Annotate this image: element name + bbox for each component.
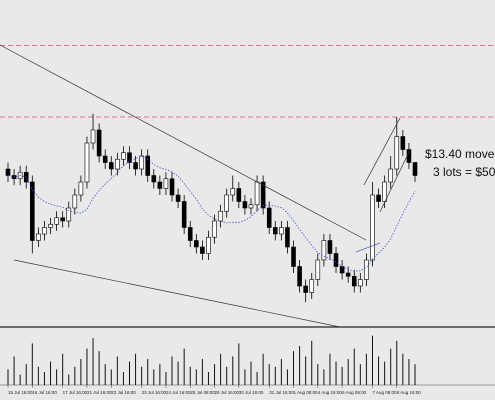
candle-body	[163, 178, 169, 189]
x-tick-label: 31 Jul 16:00	[269, 390, 294, 395]
candle-body	[394, 136, 400, 170]
candle-body	[272, 227, 278, 235]
x-tick-label: 29 Jul 16:00	[215, 390, 240, 395]
candle-body	[115, 158, 120, 170]
candle-body	[212, 220, 217, 238]
x-tick-label: 24 Jul 16:00	[166, 390, 191, 395]
candle-body	[242, 201, 248, 209]
x-tick-label: 4 Aug 16:00	[318, 390, 343, 395]
candle-body	[297, 266, 302, 287]
candle-body	[285, 227, 290, 248]
candle-body	[382, 181, 387, 202]
candle-body	[248, 204, 254, 209]
candle-body	[36, 233, 41, 241]
candle-body	[72, 194, 78, 209]
candle-body	[181, 201, 187, 228]
candle-body	[351, 275, 357, 287]
signal-line	[355, 242, 381, 253]
candle-body	[327, 240, 333, 254]
candle-body	[169, 178, 175, 196]
annotation: $13.40 move	[425, 147, 495, 161]
candle-body	[60, 217, 65, 222]
candle-body	[364, 259, 369, 280]
x-tick-label: 23 Jul 16:00	[142, 390, 167, 395]
candle-body	[175, 194, 181, 202]
x-tick-label: 25 Jul 08:00	[190, 390, 215, 395]
x-tick-label: 1 Aug 08:00	[294, 390, 319, 395]
x-tick-label: 6 Aug 08:00	[342, 390, 367, 395]
candle-body	[321, 240, 327, 261]
candle-body	[133, 162, 138, 170]
marks: 15 Jul 16:00 16 Jul 16:00 17 Jul 16:00 21 J…	[0, 45, 495, 395]
x-tick-label: 16 Jul 16:00	[32, 390, 57, 395]
candle-body	[260, 181, 266, 209]
candle-body	[388, 168, 394, 183]
channel-line	[379, 149, 411, 213]
candle-body	[376, 194, 381, 202]
candle-body	[121, 152, 126, 160]
x-tick-label: 7 Aug 08:00	[372, 390, 397, 395]
candle-body	[42, 227, 47, 235]
candle-body	[303, 285, 308, 293]
x-tick-label: 30 Jul 16:00	[239, 390, 264, 395]
candle-body	[339, 266, 345, 274]
candle-body	[108, 162, 114, 170]
candle-body	[200, 246, 205, 254]
candle-body	[236, 188, 242, 202]
candle-body	[96, 129, 102, 157]
candle-body	[194, 240, 199, 248]
candle-body	[266, 207, 272, 228]
candle-body	[291, 246, 296, 267]
candle-body	[29, 181, 35, 241]
candle-body	[90, 129, 96, 144]
candle-body	[412, 162, 418, 176]
candle-body	[333, 253, 339, 267]
candle-body	[254, 181, 260, 206]
candle-body	[5, 168, 11, 176]
candle-body	[224, 194, 229, 212]
trendline	[0, 44, 367, 241]
candle-body	[151, 175, 157, 183]
candle-body	[127, 152, 132, 163]
candle-body	[102, 155, 108, 163]
trendline	[13, 259, 341, 328]
candle-body	[157, 181, 163, 189]
candle-body	[145, 155, 151, 176]
candle-body	[358, 279, 363, 287]
x-tick-label: 15 Jul 16:00	[8, 390, 33, 395]
x-tick-label: 17 Jul 16:00	[63, 390, 88, 395]
candle-body	[309, 279, 315, 293]
candle-body	[315, 259, 321, 280]
candle-body	[345, 272, 351, 277]
x-tick-label: 8 Aug 16:00	[397, 390, 422, 395]
candle-body	[206, 236, 211, 254]
channel-line	[363, 117, 401, 186]
candle-body	[139, 155, 144, 170]
candle-body	[84, 142, 90, 183]
candle-body	[48, 223, 53, 228]
candle-body	[400, 136, 406, 150]
x-tick-label: 21 Jul 16:00	[87, 390, 112, 395]
candle-body	[78, 181, 84, 196]
candle-body	[187, 227, 193, 241]
candle-body	[66, 207, 72, 222]
annotation: 3 lots = $50	[433, 165, 495, 179]
candle-body	[370, 194, 375, 261]
candle-body	[54, 217, 59, 225]
candle-body	[230, 188, 236, 196]
candle-body	[218, 210, 223, 222]
candle-body	[279, 227, 284, 235]
x-tick-label: 22 Jul 16:00	[111, 390, 136, 395]
